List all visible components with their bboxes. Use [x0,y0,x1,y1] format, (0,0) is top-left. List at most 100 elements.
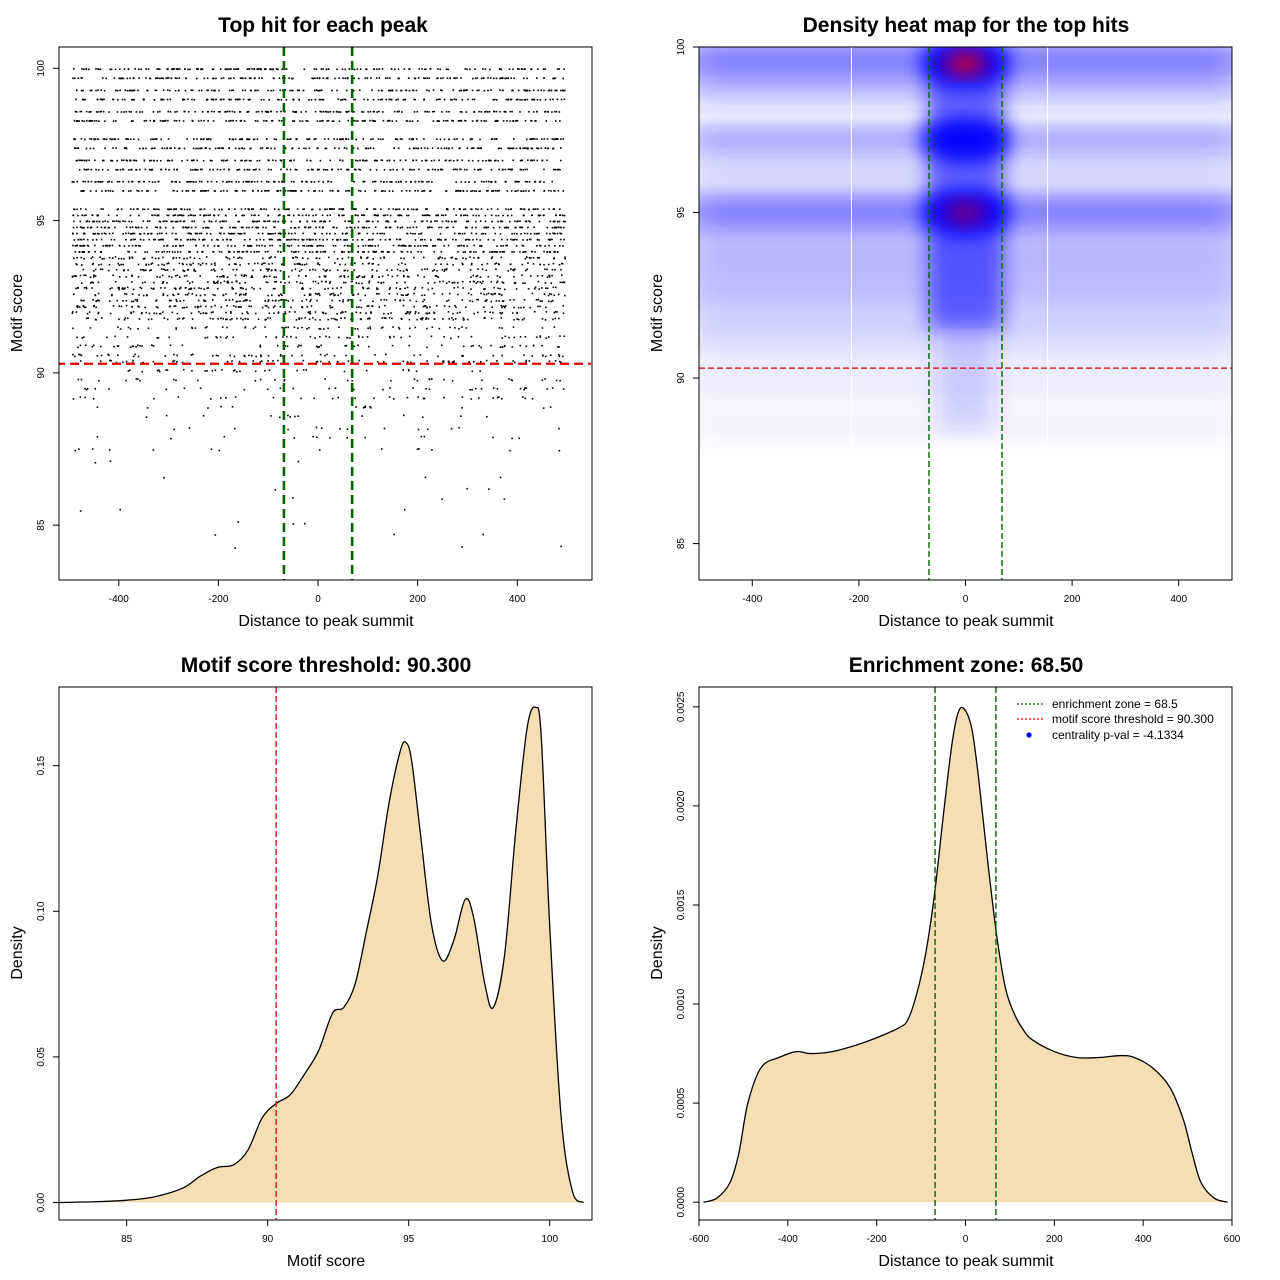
scatter-point [331,287,334,290]
scatter-point [145,68,147,70]
scatter-point [525,138,528,141]
scatter-point [327,180,330,183]
scatter-point [199,275,201,277]
scatter-point [457,232,460,235]
scatter-point [156,214,158,217]
score-density-y-label: Density [9,926,26,979]
scatter-point [267,354,270,357]
scatter-point [122,233,124,235]
scatter-point [417,245,419,247]
scatter-point [281,181,283,183]
scatter-point [426,268,429,270]
scatter-point [260,190,263,192]
scatter-point [558,168,560,171]
scatter-point [311,251,314,253]
scatter-point [292,497,294,499]
scatter-point [267,306,270,309]
scatter-point [334,244,337,247]
scatter-point [191,119,194,122]
scatter-point [132,359,134,362]
scatter-point [176,312,179,315]
scatter-point [364,77,367,79]
scatter-point [524,335,527,338]
scatter-point [353,345,356,348]
scatter-point [424,476,427,479]
scatter-point [74,449,77,452]
scatter-point [464,181,467,183]
scatter-point [413,147,416,150]
scatter-point [318,346,320,348]
scatter-point [481,282,483,285]
scatter-point [546,159,548,162]
scatter-point [90,120,93,122]
scatter-point [388,190,391,192]
scatter-point [477,257,480,259]
scatter-point-row [74,250,559,253]
scatter-point [494,251,497,253]
heatmap-x-tick-label: -400 [742,594,762,605]
scatter-point [290,250,293,253]
scatter-point [541,327,544,329]
scatter-point [563,68,566,71]
scatter-point [197,379,199,382]
scatter-point [143,232,146,235]
scatter-point [201,180,203,183]
scatter-point [81,299,83,302]
scatter-point [463,89,465,92]
scatter-point [520,190,522,192]
scatter-point [200,138,202,141]
scatter-point [255,226,257,229]
scatter-point [559,168,561,171]
scatter-point [511,437,513,440]
scatter-point [407,276,410,278]
scatter-point [339,238,342,241]
scatter-point [417,147,420,150]
scatter-point [388,238,391,241]
scatter-point [278,119,280,122]
scatter-point [396,110,399,113]
scatter-point [231,110,234,113]
scatter-point [473,312,476,315]
scatter-point [422,305,425,308]
scatter-point [325,111,328,113]
scatter-point [461,396,464,398]
scatter-point [200,287,202,290]
scatter-point [343,239,345,241]
scatter-point [494,263,496,265]
scatter-point [333,317,335,320]
scatter-point [423,298,426,301]
scatter-point [200,119,203,122]
scatter-point [183,110,186,113]
scatter-point [244,318,247,320]
scatter-point [504,305,507,307]
scatter-point [497,214,500,217]
scatter-point [324,270,327,272]
scatter-point [485,226,487,228]
scatter-point [440,214,443,217]
scatter-point [382,326,384,329]
scatter-point [96,406,99,408]
scatter-point [146,226,148,229]
scatter-point [249,89,252,92]
scatter-point [123,245,126,247]
scatter-point [515,190,517,192]
scatter-point [311,208,313,211]
scatter-point [530,257,532,259]
scatter-point [71,275,74,278]
scatter-point [409,168,411,171]
scatter-point [485,120,487,122]
scatter-point [155,306,158,308]
scatter-point [549,354,552,356]
scatter-point [95,306,97,309]
scatter-point [416,120,419,122]
scatter-point [241,89,244,92]
scatter-point [295,138,298,141]
scatter-point [343,370,346,373]
scatter-point [213,270,216,272]
scatter-point [117,257,120,260]
scatter-point [267,159,269,162]
scatter-point [551,268,554,271]
scatter-point [315,426,318,429]
scatter-point [506,244,508,247]
scatter-point [94,275,97,277]
